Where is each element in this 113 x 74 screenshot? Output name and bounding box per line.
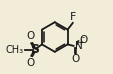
Text: CH₃: CH₃ <box>6 45 24 55</box>
Text: O: O <box>26 31 34 41</box>
Text: S: S <box>30 43 39 56</box>
Text: +: + <box>76 38 83 47</box>
Text: O: O <box>71 54 79 64</box>
Text: N: N <box>74 41 82 51</box>
Text: O: O <box>26 58 34 68</box>
Text: F: F <box>69 12 76 22</box>
Text: O: O <box>79 35 87 45</box>
Text: -: - <box>81 34 84 43</box>
